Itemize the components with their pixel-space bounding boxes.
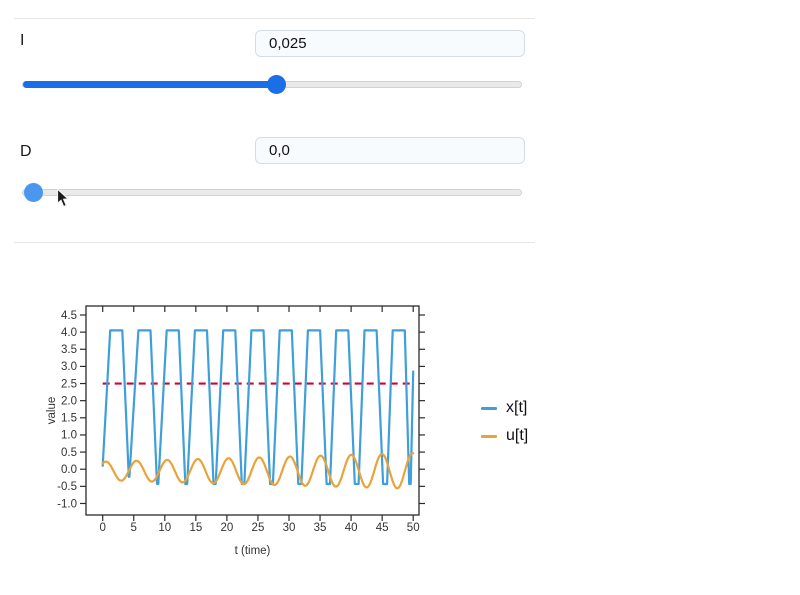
svg-text:4.0: 4.0 xyxy=(61,327,77,339)
param-i-slider-fill xyxy=(23,81,278,88)
svg-text:10: 10 xyxy=(158,522,171,534)
mouse-cursor-icon xyxy=(56,188,70,208)
svg-text:0: 0 xyxy=(99,522,105,534)
svg-text:-1.0: -1.0 xyxy=(57,498,77,510)
legend-label-u: u[t] xyxy=(506,427,529,444)
svg-text:3.5: 3.5 xyxy=(61,344,77,356)
svg-text:0.5: 0.5 xyxy=(61,447,77,459)
svg-text:25: 25 xyxy=(252,522,265,534)
section-divider xyxy=(14,242,535,243)
param-i-label: I xyxy=(20,32,25,49)
param-d-label: D xyxy=(20,143,32,160)
chart-legend: x[t] u[t] xyxy=(481,399,528,445)
svg-text:-0.5: -0.5 xyxy=(57,481,77,493)
svg-text:50: 50 xyxy=(407,522,420,534)
svg-text:3.0: 3.0 xyxy=(61,361,77,373)
svg-text:value: value xyxy=(46,397,58,425)
param-d-slider-track[interactable] xyxy=(22,189,522,196)
svg-text:45: 45 xyxy=(376,522,389,534)
oscillation-chart: 4.5 4.0 3.5 3.0 2.5 2.0 1.5 1.0 0.5 0.0 -0.5 -1.0 0 5… xyxy=(40,295,480,575)
x-series-swatch xyxy=(481,406,497,410)
svg-text:t (time): t (time) xyxy=(235,545,271,557)
svg-text:30: 30 xyxy=(283,522,296,534)
param-d-input[interactable] xyxy=(255,137,525,164)
svg-text:0.0: 0.0 xyxy=(61,464,77,476)
svg-text:15: 15 xyxy=(189,522,202,534)
svg-text:1.5: 1.5 xyxy=(61,413,77,425)
param-i-slider-thumb[interactable] xyxy=(267,75,286,94)
svg-text:1.0: 1.0 xyxy=(61,430,77,442)
svg-text:40: 40 xyxy=(345,522,358,534)
legend-row-x: x[t] xyxy=(481,399,528,417)
legend-row-u: u[t] xyxy=(481,427,528,445)
top-divider xyxy=(14,18,535,19)
svg-text:2.0: 2.0 xyxy=(61,395,77,407)
svg-text:2.5: 2.5 xyxy=(61,378,77,390)
svg-text:4.5: 4.5 xyxy=(61,310,77,322)
legend-label-x: x[t] xyxy=(506,399,528,416)
u-series-swatch xyxy=(481,434,497,438)
svg-text:5: 5 xyxy=(131,522,137,534)
chart-canvas: 4.5 4.0 3.5 3.0 2.5 2.0 1.5 1.0 0.5 0.0 -0.5 -1.0 0 5… xyxy=(46,305,425,557)
param-d-slider-thumb[interactable] xyxy=(24,183,43,202)
svg-text:20: 20 xyxy=(221,522,234,534)
param-i-input[interactable] xyxy=(255,30,525,57)
svg-text:35: 35 xyxy=(314,522,327,534)
